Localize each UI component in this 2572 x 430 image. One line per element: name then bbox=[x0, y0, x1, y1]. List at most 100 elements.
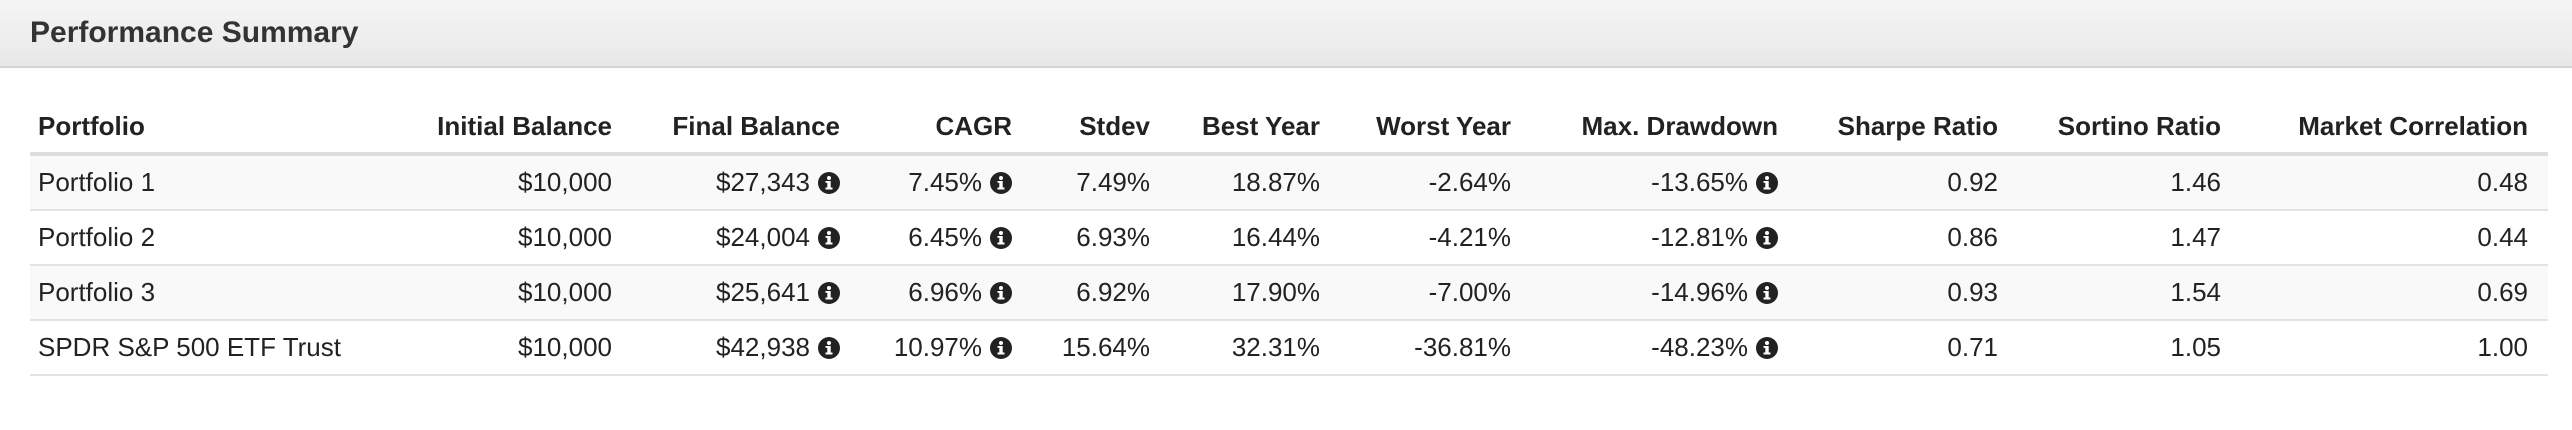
info-icon[interactable] bbox=[818, 282, 840, 304]
table-cell: $10,000 bbox=[412, 154, 632, 211]
column-header: Max. Drawdown bbox=[1531, 100, 1798, 156]
column-header: Portfolio bbox=[30, 100, 412, 156]
info-icon[interactable] bbox=[990, 337, 1012, 359]
table-cell: 7.49% bbox=[1032, 154, 1170, 211]
cell-text: 0.92 bbox=[1947, 167, 1998, 197]
cell-text: 16.44% bbox=[1231, 222, 1320, 252]
cell-text: Portfolio 1 bbox=[38, 167, 156, 197]
table-cell: 1.46 bbox=[2018, 154, 2241, 211]
table-cell: 0.71 bbox=[1798, 320, 2018, 376]
cell-text: -13.65% bbox=[1651, 167, 1748, 197]
table-row: SPDR S&P 500 ETF Trust $10,000 $42,938 10.9… bbox=[30, 320, 2548, 376]
cell-text: 0.69 bbox=[2477, 277, 2528, 307]
table-cell: -14.96% bbox=[1531, 265, 1798, 321]
cell-text: 6.96% bbox=[908, 277, 982, 307]
info-icon[interactable] bbox=[1756, 282, 1778, 304]
cell-text: -4.21% bbox=[1428, 222, 1511, 252]
cell-text: 17.90% bbox=[1231, 277, 1320, 307]
table-cell: $42,938 bbox=[632, 320, 860, 376]
table-cell: $10,000 bbox=[412, 320, 632, 376]
table-cell: $10,000 bbox=[412, 210, 632, 266]
table-cell: 10.97% bbox=[860, 320, 1032, 376]
table-cell: $27,343 bbox=[632, 154, 860, 211]
column-header: Sortino Ratio bbox=[2018, 100, 2241, 156]
table-cell: 32.31% bbox=[1170, 320, 1340, 376]
cell-text: $10,000 bbox=[518, 222, 612, 252]
cell-text: 6.92% bbox=[1076, 277, 1150, 307]
table-cell: -7.00% bbox=[1340, 265, 1531, 321]
table-cell: 6.96% bbox=[860, 265, 1032, 321]
table-cell: 0.93 bbox=[1798, 265, 2018, 321]
table-cell: -4.21% bbox=[1340, 210, 1531, 266]
info-icon[interactable] bbox=[990, 227, 1012, 249]
table-cell: $10,000 bbox=[412, 265, 632, 321]
cell-text: 0.44 bbox=[2477, 222, 2528, 252]
table-cell: -2.64% bbox=[1340, 154, 1531, 211]
info-icon[interactable] bbox=[818, 227, 840, 249]
table-cell: 15.64% bbox=[1032, 320, 1170, 376]
table-cell: -13.65% bbox=[1531, 154, 1798, 211]
table-cell: 6.45% bbox=[860, 210, 1032, 266]
table-cell: $24,004 bbox=[632, 210, 860, 266]
cell-text: Portfolio 3 bbox=[38, 277, 156, 307]
table-row: Portfolio 3 $10,000 $25,641 6.96% 6.92% 17.90… bbox=[30, 265, 2548, 321]
column-header: Sharpe Ratio bbox=[1798, 100, 2018, 156]
header-row: Portfolio Initial Balance Final Balance CAG… bbox=[30, 100, 2548, 156]
table-cell: 1.00 bbox=[2241, 320, 2548, 376]
cell-text: 0.71 bbox=[1947, 332, 1998, 362]
table-cell: 0.44 bbox=[2241, 210, 2548, 266]
table-cell: 0.92 bbox=[1798, 154, 2018, 211]
cell-text: SPDR S&P 500 ETF Trust bbox=[38, 332, 341, 362]
info-icon[interactable] bbox=[1756, 227, 1778, 249]
table-body: Portfolio 1 $10,000 $27,343 7.45% 7.49% 18.87… bbox=[30, 154, 2548, 376]
cell-text: 1.47 bbox=[2170, 222, 2221, 252]
table-cell: 6.92% bbox=[1032, 265, 1170, 321]
table-cell: Portfolio 2 bbox=[30, 210, 412, 266]
table-cell: Portfolio 1 bbox=[30, 154, 412, 211]
cell-text: 1.05 bbox=[2170, 332, 2221, 362]
table-cell: 1.47 bbox=[2018, 210, 2241, 266]
table-cell: 0.69 bbox=[2241, 265, 2548, 321]
cell-text: 32.31% bbox=[1231, 332, 1320, 362]
cell-text: $25,641 bbox=[716, 277, 810, 307]
table-head: Portfolio Initial Balance Final Balance CAG… bbox=[30, 100, 2548, 156]
cell-text: 7.45% bbox=[908, 167, 982, 197]
cell-text: 6.45% bbox=[908, 222, 982, 252]
info-icon[interactable] bbox=[990, 282, 1012, 304]
table-cell: 16.44% bbox=[1170, 210, 1340, 266]
cell-text: -36.81% bbox=[1414, 332, 1511, 362]
table-cell: 1.05 bbox=[2018, 320, 2241, 376]
column-header: CAGR bbox=[860, 100, 1032, 156]
cell-text: $10,000 bbox=[518, 167, 612, 197]
table-cell: 7.45% bbox=[860, 154, 1032, 211]
table-cell: 0.48 bbox=[2241, 154, 2548, 211]
column-header: Best Year bbox=[1170, 100, 1340, 156]
table-cell: 6.93% bbox=[1032, 210, 1170, 266]
panel-title: Performance Summary bbox=[30, 16, 359, 49]
table-cell: Portfolio 3 bbox=[30, 265, 412, 321]
info-icon[interactable] bbox=[818, 337, 840, 359]
cell-text: 6.93% bbox=[1076, 222, 1150, 252]
info-icon[interactable] bbox=[1756, 172, 1778, 194]
info-icon[interactable] bbox=[990, 172, 1012, 194]
panel-header: Performance Summary bbox=[0, 0, 2572, 68]
table-cell: $25,641 bbox=[632, 265, 860, 321]
cell-text: Portfolio 2 bbox=[38, 222, 156, 252]
cell-text: 0.86 bbox=[1947, 222, 1998, 252]
cell-text: $10,000 bbox=[518, 332, 612, 362]
table-cell: 0.86 bbox=[1798, 210, 2018, 266]
column-header: Final Balance bbox=[632, 100, 860, 156]
cell-text: 0.93 bbox=[1947, 277, 1998, 307]
cell-text: 0.48 bbox=[2477, 167, 2528, 197]
info-icon[interactable] bbox=[1756, 337, 1778, 359]
column-header: Initial Balance bbox=[412, 100, 632, 156]
cell-text: 18.87% bbox=[1231, 167, 1320, 197]
cell-text: -14.96% bbox=[1651, 277, 1748, 307]
cell-text: $27,343 bbox=[716, 167, 810, 197]
cell-text: $24,004 bbox=[716, 222, 810, 252]
info-icon[interactable] bbox=[818, 172, 840, 194]
table-cell: -36.81% bbox=[1340, 320, 1531, 376]
cell-text: $42,938 bbox=[716, 332, 810, 362]
table-cell: 1.54 bbox=[2018, 265, 2241, 321]
